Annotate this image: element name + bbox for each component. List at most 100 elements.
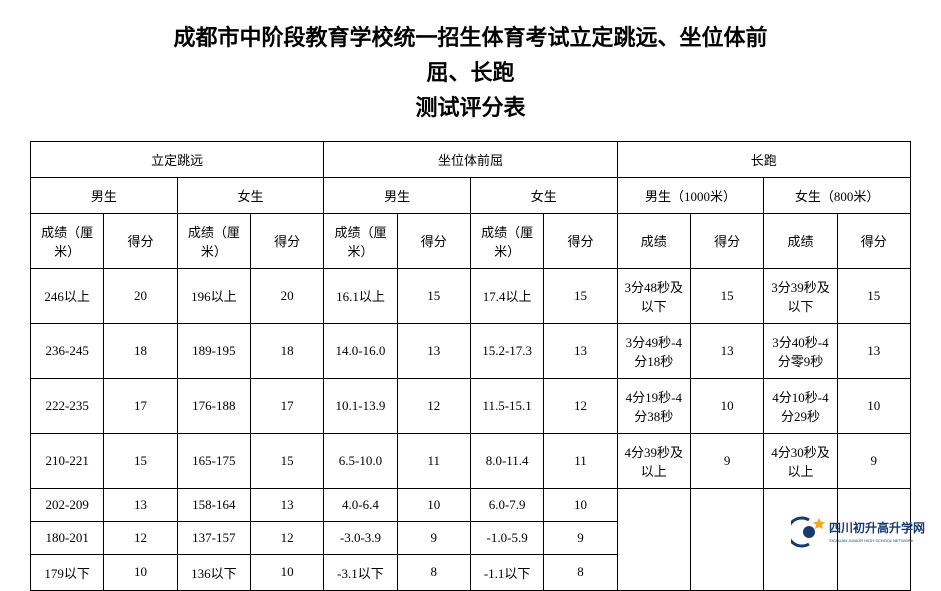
- table-cell: 9: [544, 521, 617, 554]
- table-row: 222-23517176-1881710.1-13.91211.5-15.112…: [31, 378, 911, 433]
- table-cell: 3分39秒及以下: [764, 268, 837, 323]
- table-cell: 202-209: [31, 488, 104, 521]
- header-zwt-female: 女生: [470, 177, 617, 213]
- table-cell: 9: [837, 433, 910, 488]
- table-cell: 11.5-15.1: [470, 378, 543, 433]
- title-line-2: 屈、长跑: [30, 55, 911, 90]
- table-row: 210-22115165-175156.5-10.0118.0-11.4114分…: [31, 433, 911, 488]
- table-cell: 12: [544, 378, 617, 433]
- table-cell: 6.0-7.9: [470, 488, 543, 521]
- page-title: 成都市中阶段教育学校统一招生体育考试立定跳远、坐位体前 屈、长跑 测试评分表: [30, 20, 911, 126]
- header-row-1: 立定跳远 坐位体前屈 长跑: [31, 141, 911, 177]
- table-cell: 158-164: [177, 488, 250, 521]
- table-row: 236-24518189-1951814.0-16.01315.2-17.313…: [31, 323, 911, 378]
- watermark-svg: 四川初升高升学网 SICHUAN JUNIOR HIGH SCHOOL NETW…: [791, 512, 931, 552]
- table-cell: 246以上: [31, 268, 104, 323]
- title-line-1: 成都市中阶段教育学校统一招生体育考试立定跳远、坐位体前: [30, 20, 911, 55]
- table-row: 202-20913158-164134.0-6.4106.0-7.910: [31, 488, 911, 521]
- header-ljm-f-score: 成绩（厘米）: [177, 213, 250, 268]
- table-cell: 12: [397, 378, 470, 433]
- table-cell: 6.5-10.0: [324, 433, 397, 488]
- table-row: 246以上20196以上2016.1以上1517.4以上153分48秒及以下15…: [31, 268, 911, 323]
- table-cell: 136以下: [177, 554, 250, 590]
- watermark-logo: 四川初升高升学网 SICHUAN JUNIOR HIGH SCHOOL NETW…: [791, 512, 931, 552]
- table-cell: 10: [104, 554, 177, 590]
- table-cell: 20: [250, 268, 323, 323]
- table-cell: 15: [544, 268, 617, 323]
- table-cell: 10: [397, 488, 470, 521]
- table-cell: 3分48秒及以下: [617, 268, 690, 323]
- table-cell: 165-175: [177, 433, 250, 488]
- scoring-table: 立定跳远 坐位体前屈 长跑 男生 女生 男生 女生 男生（1000米） 女生（8…: [30, 141, 911, 591]
- header-ljm-male: 男生: [31, 177, 178, 213]
- table-cell: 17.4以上: [470, 268, 543, 323]
- header-zwt-f-pt: 得分: [544, 213, 617, 268]
- table-cell: 8: [544, 554, 617, 590]
- table-cell: 8: [397, 554, 470, 590]
- table-cell: 189-195: [177, 323, 250, 378]
- table-cell: 18: [250, 323, 323, 378]
- header-zwt-m-score: 成绩（厘米）: [324, 213, 397, 268]
- watermark-sub-text: SICHUAN JUNIOR HIGH SCHOOL NETWORK: [829, 538, 914, 543]
- table-cell: 15: [104, 433, 177, 488]
- table-cell: 13: [690, 323, 763, 378]
- header-zwt-male: 男生: [324, 177, 471, 213]
- table-cell: 4分10秒-4分29秒: [764, 378, 837, 433]
- table-cell: 176-188: [177, 378, 250, 433]
- table-cell: 15.2-17.3: [470, 323, 543, 378]
- table-cell: 14.0-16.0: [324, 323, 397, 378]
- table-cell: 9: [690, 433, 763, 488]
- table-cell: 17: [250, 378, 323, 433]
- watermark-main-text: 四川初升高升学网: [829, 520, 925, 535]
- table-cell: -1.0-5.9: [470, 521, 543, 554]
- table-cell: 3分49秒-4分18秒: [617, 323, 690, 378]
- table-cell: 13: [837, 323, 910, 378]
- table-cell: 222-235: [31, 378, 104, 433]
- table-cell-empty: [617, 488, 690, 590]
- table-cell: 8.0-11.4: [470, 433, 543, 488]
- table-cell: 10: [690, 378, 763, 433]
- table-cell: 15: [397, 268, 470, 323]
- table-cell: 18: [104, 323, 177, 378]
- header-ljm-m-pt: 得分: [104, 213, 177, 268]
- table-cell: 9: [397, 521, 470, 554]
- table-cell: 13: [544, 323, 617, 378]
- table-cell: 10.1-13.9: [324, 378, 397, 433]
- table-cell: 12: [104, 521, 177, 554]
- header-run-male: 男生（1000米）: [617, 177, 764, 213]
- table-cell: 20: [104, 268, 177, 323]
- table-cell: -1.1以下: [470, 554, 543, 590]
- table-cell: 4分39秒及以上: [617, 433, 690, 488]
- title-line-3: 测试评分表: [30, 90, 911, 125]
- table-cell: 4分19秒-4分38秒: [617, 378, 690, 433]
- table-cell: 196以上: [177, 268, 250, 323]
- table-cell: 13: [250, 488, 323, 521]
- table-cell: 15: [837, 268, 910, 323]
- header-ljm-f-pt: 得分: [250, 213, 323, 268]
- table-cell-empty: [690, 488, 763, 590]
- table-cell: -3.0-3.9: [324, 521, 397, 554]
- table-cell: 13: [397, 323, 470, 378]
- header-section-sitreach: 坐位体前屈: [324, 141, 617, 177]
- header-run-female: 女生（800米）: [764, 177, 911, 213]
- table-cell: 16.1以上: [324, 268, 397, 323]
- header-run-f-score: 成绩: [764, 213, 837, 268]
- table-cell: 13: [104, 488, 177, 521]
- header-zwt-m-pt: 得分: [397, 213, 470, 268]
- table-cell: 4.0-6.4: [324, 488, 397, 521]
- header-run-m-score: 成绩: [617, 213, 690, 268]
- header-section-longjump: 立定跳远: [31, 141, 324, 177]
- table-cell: 15: [250, 433, 323, 488]
- header-row-2: 男生 女生 男生 女生 男生（1000米） 女生（800米）: [31, 177, 911, 213]
- star-icon: [813, 518, 825, 529]
- table-cell: 3分40秒-4分零9秒: [764, 323, 837, 378]
- table-cell: 179以下: [31, 554, 104, 590]
- table-body: 246以上20196以上2016.1以上1517.4以上153分48秒及以下15…: [31, 268, 911, 590]
- table-cell: 4分30秒及以上: [764, 433, 837, 488]
- table-cell: 12: [250, 521, 323, 554]
- table-cell: 15: [690, 268, 763, 323]
- table-cell: 11: [397, 433, 470, 488]
- crescent-inner: [803, 526, 815, 538]
- header-row-3: 成绩（厘米） 得分 成绩（厘米） 得分 成绩（厘米） 得分 成绩（厘米） 得分 …: [31, 213, 911, 268]
- header-run-m-pt: 得分: [690, 213, 763, 268]
